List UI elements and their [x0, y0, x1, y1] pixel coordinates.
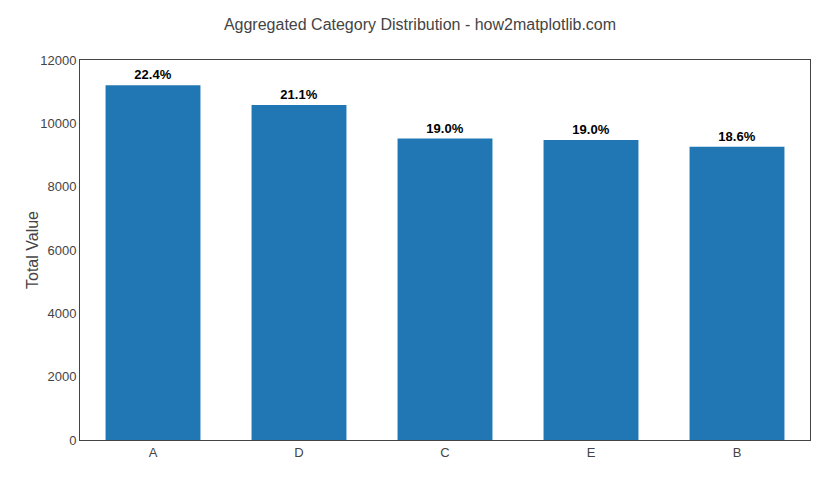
svg-text:A: A: [149, 445, 158, 460]
svg-text:22.4%: 22.4%: [134, 67, 171, 82]
svg-text:2000: 2000: [47, 369, 76, 384]
svg-text:8000: 8000: [47, 179, 76, 194]
svg-text:E: E: [587, 445, 596, 460]
svg-text:12000: 12000: [40, 53, 76, 68]
svg-text:Total Value: Total Value: [24, 211, 41, 289]
svg-text:B: B: [733, 445, 742, 460]
svg-text:10000: 10000: [40, 116, 76, 131]
svg-text:Aggregated Category Distributi: Aggregated Category Distribution - how2m…: [224, 16, 616, 33]
svg-text:19.0%: 19.0%: [572, 122, 609, 137]
svg-text:19.0%: 19.0%: [426, 121, 463, 136]
svg-text:D: D: [294, 445, 303, 460]
svg-text:4000: 4000: [47, 306, 76, 321]
svg-text:0: 0: [69, 433, 76, 448]
svg-text:21.1%: 21.1%: [280, 87, 317, 102]
svg-text:18.6%: 18.6%: [718, 129, 755, 144]
svg-text:6000: 6000: [47, 243, 76, 258]
svg-text:C: C: [440, 445, 449, 460]
